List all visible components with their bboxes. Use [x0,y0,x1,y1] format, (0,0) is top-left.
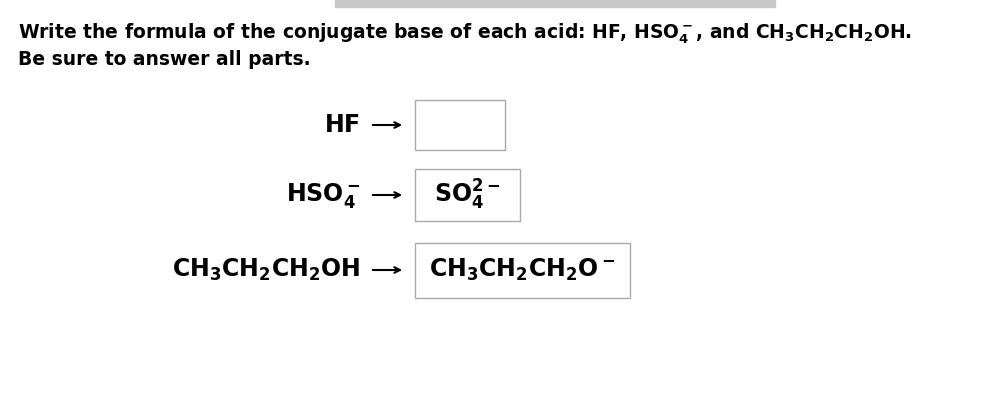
Text: $\mathbf{CH_3CH_2CH_2O^-}$: $\mathbf{CH_3CH_2CH_2O^-}$ [429,257,615,283]
Text: $\mathbf{CH_3CH_2CH_2OH}$: $\mathbf{CH_3CH_2CH_2OH}$ [172,257,360,283]
Text: Write the formula of the conjugate base of each acid: $\mathbf{HF}$, $\mathbf{HS: Write the formula of the conjugate base … [18,22,911,46]
Bar [414,169,520,221]
Text: $\mathbf{HSO_4^-}$: $\mathbf{HSO_4^-}$ [285,181,360,209]
Text: $\mathbf{HF}$: $\mathbf{HF}$ [324,113,360,137]
Text: Be sure to answer all parts.: Be sure to answer all parts. [18,50,310,69]
Text: $\mathbf{SO_4^{2-}}$: $\mathbf{SO_4^{2-}}$ [434,178,500,212]
Bar [414,242,629,297]
Bar [335,0,774,7]
Bar [414,100,505,150]
